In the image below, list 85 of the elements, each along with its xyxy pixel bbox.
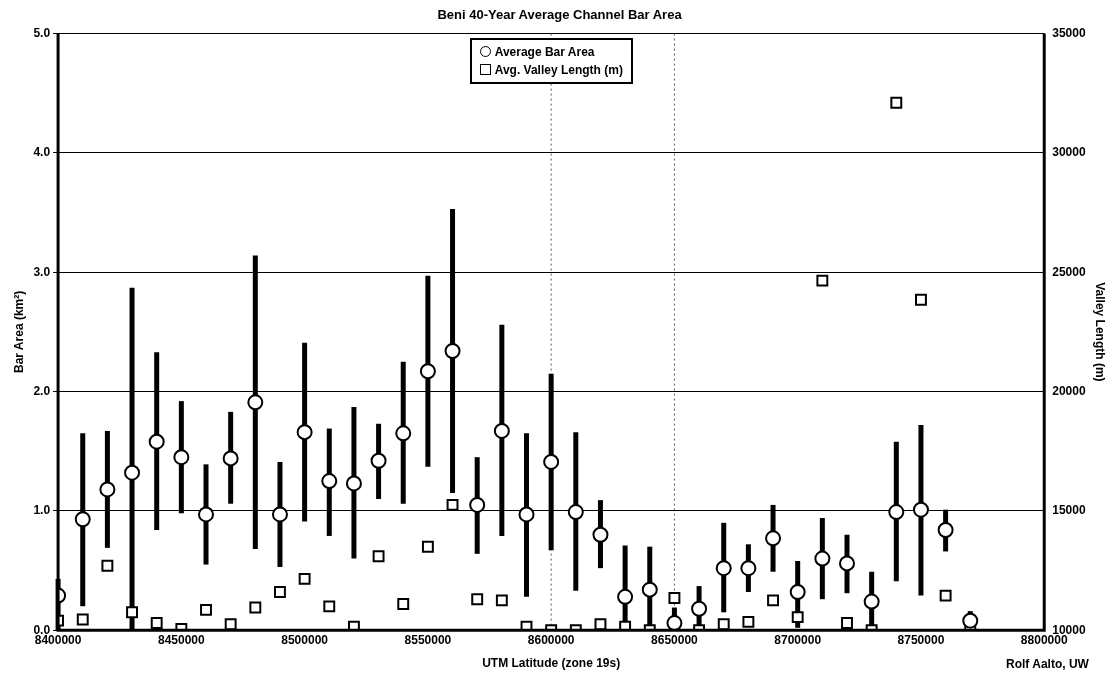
point [816, 274, 829, 287]
point [274, 586, 286, 598]
point [863, 593, 880, 610]
point [962, 612, 979, 629]
y-tick-label: 5.0 [33, 25, 51, 40]
point [372, 550, 385, 563]
y-tick-label: 2.0 [33, 383, 51, 398]
x-tick-label: 8750000 [897, 632, 945, 647]
point [198, 506, 214, 523]
x-tick-label: 8550000 [404, 632, 452, 647]
legend-label: Average Bar Area [494, 44, 595, 59]
point [469, 496, 486, 513]
point [543, 453, 560, 470]
point [419, 363, 436, 380]
x-tick-label: 8700000 [774, 632, 822, 647]
point [471, 593, 484, 606]
point [124, 464, 141, 481]
point [173, 449, 190, 466]
point [101, 559, 114, 572]
point [76, 613, 89, 626]
point [839, 555, 855, 572]
point [495, 594, 508, 607]
point [150, 617, 163, 629]
point [493, 422, 510, 439]
point [247, 394, 264, 411]
point [592, 526, 609, 543]
point [888, 504, 905, 521]
point [421, 540, 434, 553]
point [641, 581, 658, 598]
x-tick-label: 8500000 [281, 632, 329, 647]
point [791, 611, 804, 624]
x-tick-label: 8450000 [157, 632, 206, 647]
point [841, 617, 853, 629]
point [126, 606, 138, 619]
point [249, 601, 262, 614]
point [370, 452, 387, 469]
point [767, 594, 779, 607]
point [668, 592, 681, 604]
point [915, 293, 927, 306]
point [148, 433, 165, 450]
point [666, 615, 683, 631]
point [200, 603, 212, 616]
legend-label: Avg. Valley Length (m) [494, 62, 623, 77]
chart-title: Beni 40-Year Average Channel Bar Area [437, 7, 683, 23]
y2-tick-label: 30000 [1052, 145, 1086, 160]
y2-tick-label: 35000 [1052, 25, 1086, 40]
point [446, 498, 459, 511]
point [99, 481, 116, 498]
y-tick-label: 3.0 [33, 264, 51, 279]
point [617, 588, 634, 605]
x-tick-label: 8650000 [651, 632, 699, 647]
y-tick-label: 4.0 [33, 145, 51, 160]
y2-tick-label: 25000 [1052, 264, 1086, 279]
point [271, 506, 288, 523]
point [789, 584, 806, 601]
point [814, 550, 831, 567]
text: Rolf Aalto, UW [1006, 657, 1089, 671]
point [323, 600, 336, 613]
point [395, 425, 412, 442]
y2-tick-label: 20000 [1052, 383, 1086, 398]
point [222, 450, 239, 467]
point [937, 521, 954, 538]
point [321, 473, 338, 490]
y-axis-title: Bar Area (km²) [11, 290, 26, 374]
point [296, 424, 313, 441]
point [444, 342, 461, 359]
x-tick-label: 8600000 [527, 632, 575, 647]
point [765, 530, 782, 547]
x-axis-title: UTM Latitude (zone 19s) [482, 656, 621, 671]
point [912, 501, 929, 518]
point [742, 615, 755, 628]
point [890, 96, 903, 109]
y2-tick-label: 15000 [1052, 503, 1086, 518]
point [691, 600, 708, 617]
point [345, 475, 362, 492]
y-tick-label: 1.0 [33, 503, 51, 518]
point [298, 572, 311, 585]
point [567, 504, 584, 521]
point [74, 511, 91, 528]
point [715, 560, 732, 577]
point [518, 506, 535, 523]
point [939, 589, 952, 602]
y2-axis-title: Valley Length (m) [1093, 282, 1108, 382]
point [740, 560, 757, 577]
point [397, 598, 410, 610]
